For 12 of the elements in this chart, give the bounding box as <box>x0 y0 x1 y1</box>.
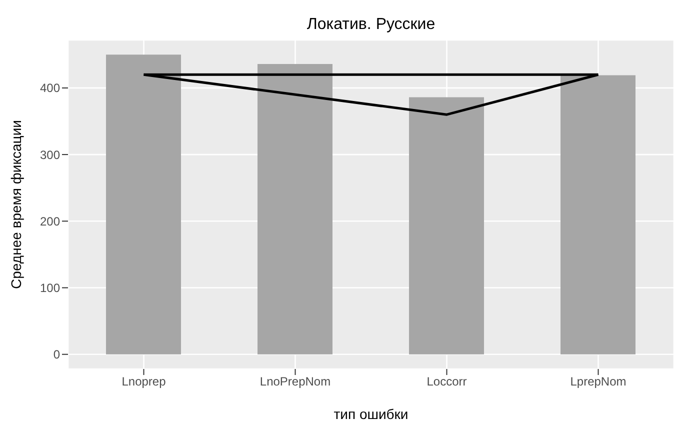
x-tick-label: Lnoprep <box>122 374 166 389</box>
y-tick-label: 0 <box>53 348 60 362</box>
x-axis-title: тип ошибки <box>334 406 408 422</box>
y-tick-label: 100 <box>40 281 60 296</box>
x-tick-label: LprepNom <box>570 374 626 389</box>
x-tick-label: LnoPrepNom <box>260 374 331 389</box>
y-tick-label: 300 <box>40 148 60 162</box>
x-tick-label: Loccorr <box>426 374 467 389</box>
y-tick-label: 400 <box>40 81 60 96</box>
y-tick-label: 200 <box>40 214 60 228</box>
chart-title: Локатив. Русские <box>306 16 436 34</box>
y-axis-title: Среднее время фиксации <box>8 120 24 289</box>
